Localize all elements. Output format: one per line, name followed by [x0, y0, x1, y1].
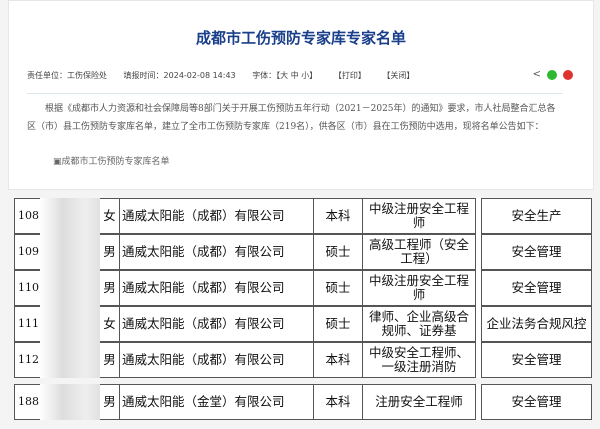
cell-title: 中级注册安全工程师 — [362, 198, 476, 234]
intro-paragraph: 根据《成都市人力资源和社会保障局等8部门关于开展工伤预防五年行动（2021－20… — [27, 104, 556, 132]
cell-edu: 硕士 — [313, 306, 363, 342]
cell-title: 高级工程师（安全工程） — [362, 234, 476, 270]
divider — [27, 93, 563, 94]
print-link[interactable]: 【打印】 — [333, 71, 366, 80]
cell-title: 中级注册安全工程师 — [362, 270, 476, 306]
page-title: 成都市工伤预防专家库专家名单 — [195, 29, 406, 47]
share-icon[interactable]: < — [532, 69, 541, 80]
attachment-label: 成都市工伤预防专家库名单 — [61, 157, 170, 167]
table-row: 188 男通威太阳能（金堂）有限公司 本科 注册安全工程师 安全管理 — [14, 384, 592, 420]
cell-company: 通威太阳能（成都）有限公司 — [119, 342, 314, 378]
close-link[interactable]: 【关闭】 — [382, 71, 415, 80]
article-header-card: 成都市工伤预防专家库专家名单 责任单位：工伤保险处 填报时间：2024-02-0… — [8, 0, 594, 190]
cell-title: 律师、企业高级合规师、证券基 — [362, 306, 476, 342]
attachment-link[interactable]: ▣成都市工伤预防专家库名单 — [53, 157, 170, 167]
cell-num: 188 — [14, 384, 42, 420]
cell-gender: 女 — [100, 306, 120, 342]
table-row: 110 男通威太阳能（成都）有限公司 硕士 中级注册安全工程师 安全管理 — [14, 270, 592, 306]
cell-company: 通威太阳能（成都）有限公司 — [119, 306, 314, 342]
cell-title: 注册安全工程师 — [362, 384, 476, 420]
cell-edu: 硕士 — [313, 270, 363, 306]
cell-field: 安全管理 — [481, 384, 592, 420]
cell-field: 安全管理 — [481, 270, 592, 306]
cell-title: 中级安全工程师、一级注册消防 — [362, 342, 476, 378]
weibo-icon[interactable] — [563, 69, 573, 80]
table-row: 108 女通威太阳能（成都）有限公司 本科 中级注册安全工程师 安全生产 — [14, 198, 592, 234]
cell-field: 安全管理 — [481, 342, 592, 378]
cell-field: 安全管理 — [481, 234, 592, 270]
cell-field: 企业法务合规风控 — [481, 306, 592, 342]
cell-company: 通威太阳能（金堂）有限公司 — [119, 384, 314, 420]
meta-bar: 责任单位：工伤保险处 填报时间：2024-02-08 14:43 字体：【大 中… — [27, 70, 428, 81]
cell-gender: 男 — [100, 342, 120, 378]
cell-num: 109 — [14, 234, 42, 270]
cell-edu: 本科 — [313, 342, 363, 378]
table-row: 109 男通威太阳能（成都）有限公司 硕士 高级工程师（安全工程） 安全管理 — [14, 234, 592, 270]
cell-num: 111 — [14, 306, 42, 342]
cell-gender: 男 — [100, 234, 120, 270]
cell-edu: 本科 — [313, 198, 363, 234]
cell-company: 通威太阳能（成都）有限公司 — [119, 198, 314, 234]
responsible-unit: 责任单位：工伤保险处 — [27, 71, 107, 80]
table-row: 111 女通威太阳能（成都）有限公司 硕士 律师、企业高级合规师、证券基 企业法务合规风… — [14, 306, 592, 342]
cell-gender: 男 — [100, 384, 120, 420]
cell-field: 安全生产 — [481, 198, 592, 234]
cell-company: 通威太阳能（成都）有限公司 — [119, 234, 314, 270]
cell-num: 108 — [14, 198, 42, 234]
publish-time: 填报时间：2024-02-08 14:43 — [123, 71, 236, 80]
table-row: 112 男通威太阳能（成都）有限公司 本科 中级安全工程师、一级注册消防 安全管理 — [14, 342, 592, 378]
cell-edu: 硕士 — [313, 234, 363, 270]
font-size-control[interactable]: 字体：【大 中 小】 — [252, 71, 318, 80]
cell-num: 112 — [14, 342, 42, 378]
wechat-icon[interactable] — [547, 69, 557, 80]
cell-edu: 本科 — [313, 384, 363, 420]
cell-num: 110 — [14, 270, 42, 306]
cell-gender: 女 — [100, 198, 120, 234]
cell-company: 通威太阳能（成都）有限公司 — [119, 270, 314, 306]
cell-gender: 男 — [100, 270, 120, 306]
